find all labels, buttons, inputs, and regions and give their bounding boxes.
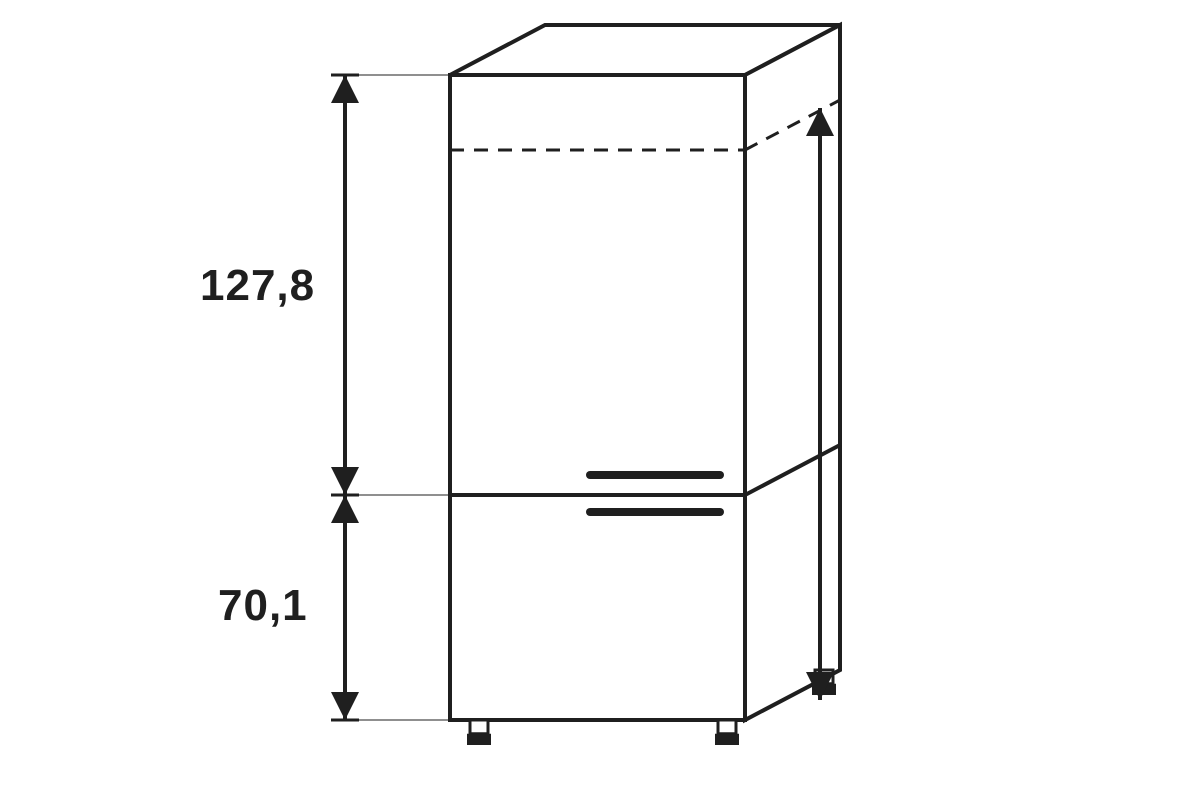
label-lower: 70,1: [218, 581, 308, 630]
dimension-drawing: 127,8 70,1: [0, 0, 1200, 800]
foot-front-left: [467, 720, 491, 745]
label-upper: 127,8: [200, 261, 315, 310]
cabinet-body: [450, 25, 840, 720]
foot-front-right: [715, 720, 739, 745]
